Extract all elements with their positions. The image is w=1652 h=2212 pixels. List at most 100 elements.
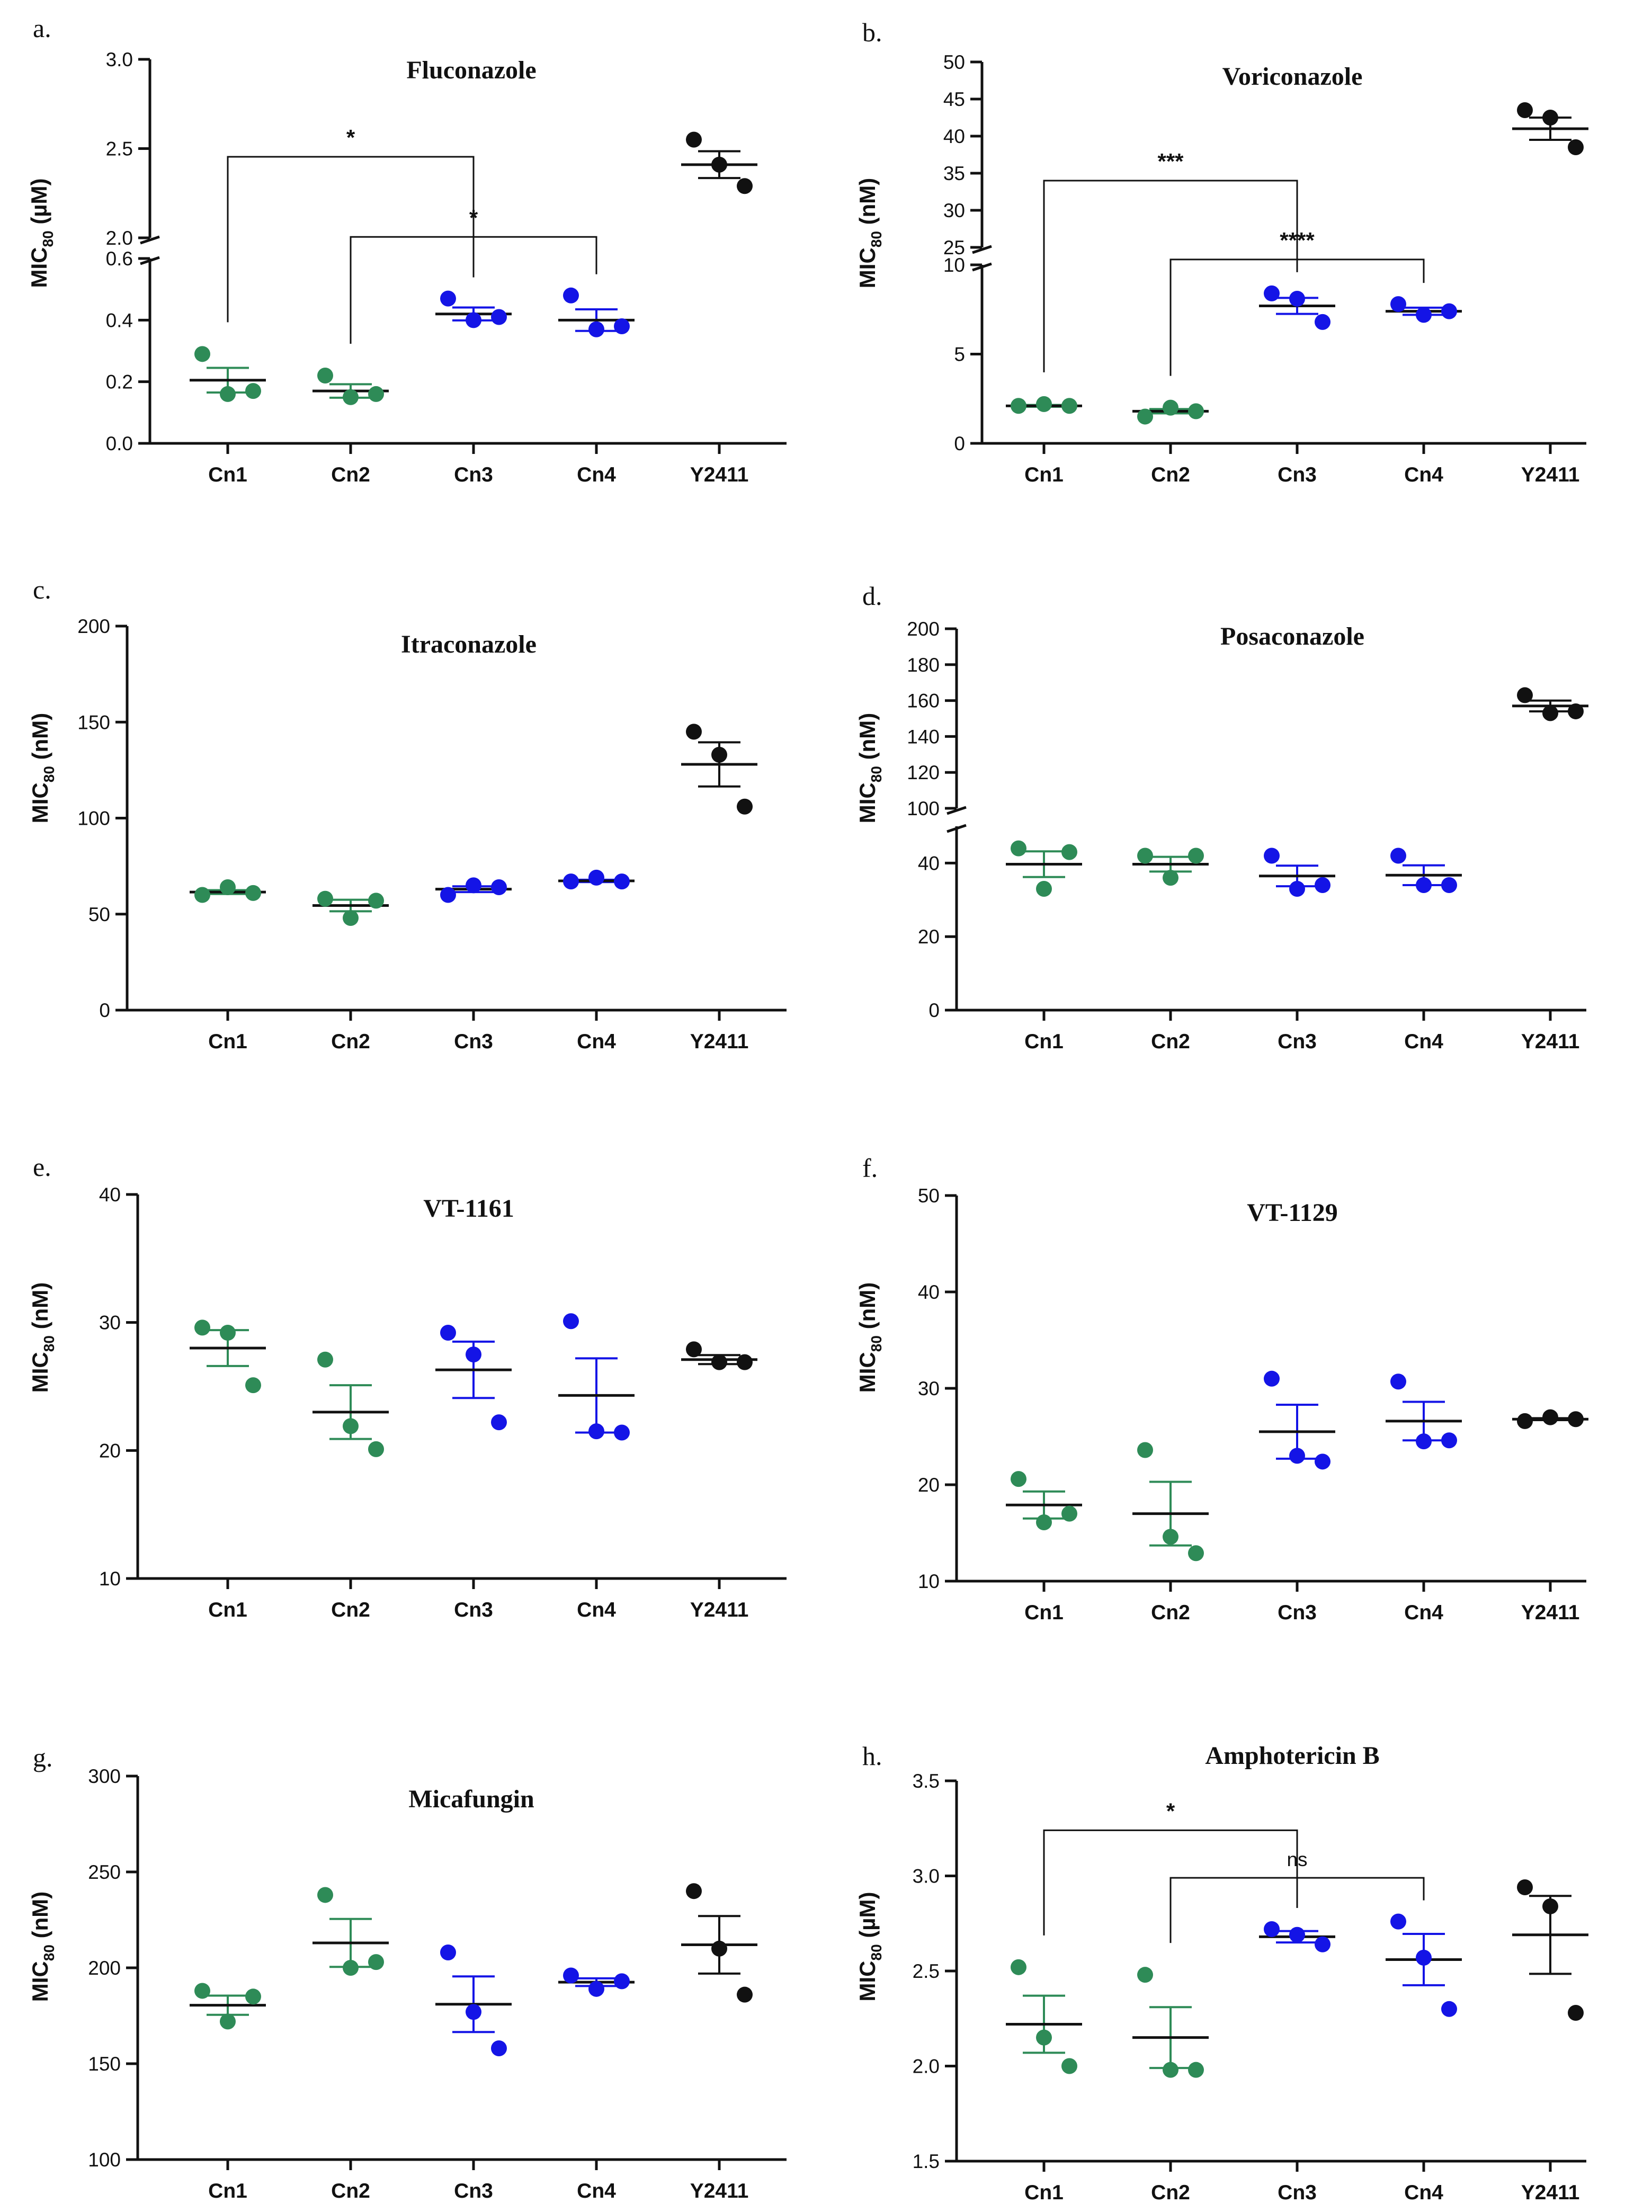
significance-bracket [1169, 258, 1425, 376]
x-tick-label: Cn1 [1024, 463, 1064, 486]
significance-bracket [1043, 1829, 1298, 1936]
data-point [614, 1973, 630, 1990]
data-point [368, 893, 384, 909]
data-point [1188, 2062, 1204, 2078]
significance-label: ns [1287, 1849, 1307, 1870]
axis-break-mark [140, 235, 160, 245]
data-point [1517, 1413, 1533, 1429]
data-point [194, 1319, 210, 1336]
y-tick-label: 300 [88, 1765, 121, 1787]
x-tick-label: Cn1 [1024, 2181, 1064, 2204]
x-tick-label: Cn2 [331, 2180, 370, 2202]
x-tick-label: Cn3 [454, 2180, 493, 2202]
data-point [1188, 848, 1204, 864]
data-point [194, 1983, 210, 1999]
x-tick-label: Cn1 [208, 1599, 247, 1621]
y-tick-label: 5 [954, 344, 965, 365]
data-point [711, 746, 727, 763]
data-point [1264, 1370, 1280, 1387]
x-tick-label: Y2411 [1521, 1601, 1580, 1624]
data-point [491, 309, 507, 325]
data-point [491, 879, 507, 895]
panel-a: a. Fluconazole MIC80 (µM) 0.0 0.2 0.4 0.62.0 2.… [26, 13, 787, 486]
x-tick-label: Cn3 [1278, 463, 1317, 486]
data-point [1011, 1959, 1026, 1975]
panel-letter: a. [33, 13, 51, 43]
axis-break-mark [140, 256, 160, 265]
y-tick-label: 2.0 [913, 2056, 940, 2077]
axis-break-mark [946, 824, 967, 833]
data-point [1137, 848, 1153, 864]
data-point [711, 1940, 727, 1957]
data-point [343, 1418, 359, 1434]
data-point [737, 1354, 753, 1370]
y-tick-label: 45 [943, 88, 965, 110]
y-tick-label: 0.0 [106, 433, 133, 454]
data-point [245, 1988, 261, 2005]
panel-c: c. Itraconazole MIC80 (nM) 0 50 100 150 200 Cn1 C… [28, 575, 787, 1053]
y-tick-label: 50 [943, 51, 965, 73]
y-tick-label: 25 [943, 237, 965, 258]
data-point [343, 389, 359, 405]
y-tick-label: 40 [918, 1281, 940, 1303]
data-point [1289, 1448, 1305, 1464]
data-point [711, 156, 727, 173]
data-point [1163, 1529, 1178, 1545]
y-tick-label: 120 [907, 762, 940, 783]
y-tick-label: 180 [907, 654, 940, 676]
data-point [1315, 1936, 1330, 1952]
data-point [220, 386, 236, 402]
data-point [1036, 880, 1052, 897]
chart-title: Posaconazole [1220, 622, 1364, 650]
y-tick-label: 20 [918, 926, 940, 948]
x-tick-label: Cn4 [577, 1599, 616, 1621]
x-tick-label: Cn1 [208, 1030, 247, 1053]
y-axis-label: MIC80 (µM) [26, 179, 56, 288]
data-point [440, 1945, 456, 1961]
data-point [1289, 880, 1305, 897]
y-tick-label: 0 [954, 433, 965, 454]
data-point [563, 1967, 579, 1984]
data-point [1542, 1409, 1558, 1425]
data-point [1264, 1921, 1280, 1938]
significance-bracket [1169, 1877, 1425, 1943]
data-point [563, 873, 579, 890]
y-tick-label: 2.5 [106, 138, 133, 160]
panel-letter: c. [33, 575, 51, 604]
data-point [563, 1313, 579, 1330]
data-point [491, 1414, 507, 1431]
x-tick-label: Y2411 [690, 1030, 749, 1053]
y-tick-label: 35 [943, 163, 965, 184]
x-tick-label: Cn2 [1151, 2181, 1190, 2204]
x-tick-label: Cn3 [1278, 1030, 1317, 1053]
x-tick-label: Cn1 [208, 463, 247, 486]
panel-letter: b. [862, 17, 882, 47]
data-point [1542, 705, 1558, 721]
y-axis-label: MIC80 (nM) [28, 1282, 57, 1393]
data-point [343, 1960, 359, 1976]
data-point [220, 1325, 236, 1341]
data-point [1061, 844, 1077, 860]
y-tick-label: 20 [918, 1474, 940, 1496]
y-axis-label: MIC80 (nM) [855, 178, 885, 288]
y-tick-label: 50 [918, 1185, 940, 1207]
y-axis-label: MIC80 (nM) [28, 1892, 57, 2002]
data-point [614, 873, 630, 890]
x-tick-label: Y2411 [1521, 1030, 1580, 1053]
x-tick-label: Cn3 [454, 1599, 493, 1621]
data-point [686, 1341, 702, 1358]
panel-letter: d. [862, 581, 882, 611]
data-point [317, 368, 333, 384]
data-point [1568, 703, 1584, 719]
x-tick-label: Cn4 [1404, 463, 1443, 486]
data-point [1264, 285, 1280, 301]
data-point [466, 877, 481, 894]
y-tick-label: 3.5 [913, 1770, 940, 1792]
data-point [440, 1325, 456, 1341]
panel-letter: f. [862, 1153, 878, 1183]
data-point [588, 321, 604, 337]
x-tick-label: Cn2 [1151, 1030, 1190, 1053]
x-tick-label: Cn4 [577, 463, 616, 486]
x-tick-label: Cn4 [1404, 1601, 1443, 1624]
y-tick-label: 0 [928, 1000, 940, 1021]
